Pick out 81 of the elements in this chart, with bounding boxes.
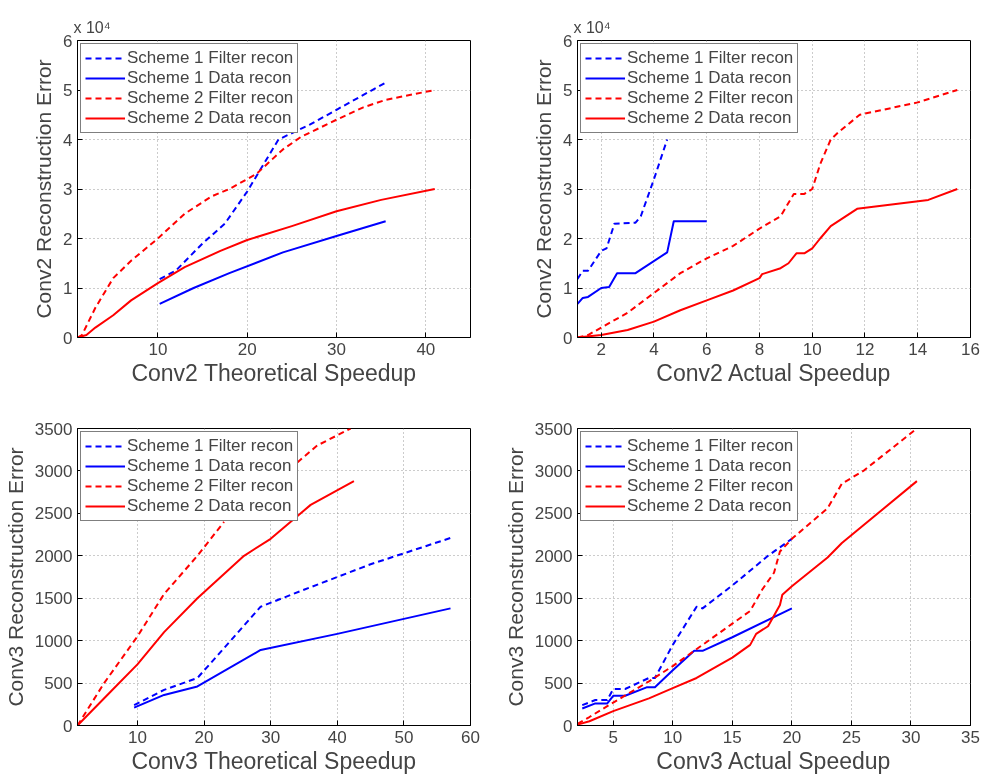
x-tick-label: 4 — [649, 339, 659, 359]
legend-label: Scheme 1 Data recon — [127, 68, 292, 88]
x-tick-label: 10 — [663, 727, 683, 747]
y-tick-label: 1500 — [34, 589, 73, 609]
y-tick-label: 2000 — [534, 546, 573, 566]
y-tick-label: 2500 — [534, 504, 573, 524]
y-tick-label: 500 — [44, 674, 73, 694]
y-tick-label: 0 — [563, 716, 573, 736]
x-tick-label: 25 — [841, 727, 861, 747]
x-tick-label: 10 — [148, 339, 168, 359]
y-tick-label: 2000 — [34, 546, 73, 566]
x-tick-label: 40 — [327, 727, 347, 747]
y-tick-label: 0 — [563, 328, 573, 348]
x-tick-label: 6 — [702, 339, 712, 359]
legend-label: Scheme 1 Filter recon — [627, 48, 794, 68]
x-tick-label: 5 — [608, 727, 618, 747]
legend-label: Scheme 2 Filter recon — [627, 88, 794, 108]
x-tick-label: 8 — [754, 339, 765, 359]
y-tick-label: 1000 — [534, 631, 573, 651]
legend-label: Scheme 2 Data recon — [127, 496, 292, 516]
x-tick-label: 30 — [261, 727, 281, 747]
y-tick-label: 4 — [63, 130, 73, 150]
y-tick-label: 4 — [563, 130, 573, 150]
y-tick-label: 3000 — [34, 461, 73, 481]
y-tick-label: 2 — [63, 229, 73, 249]
y-tick-label: 1500 — [534, 589, 573, 609]
legend-label: Scheme 2 Data recon — [127, 108, 292, 128]
x-tick-label: 20 — [194, 727, 214, 747]
y-axis-title: Conv2 Reconstruction Error — [532, 59, 556, 319]
x-axis-title: Conv2 Actual Speedup — [656, 359, 891, 386]
x-tick-label: 2 — [596, 339, 606, 359]
legend-label: Scheme 1 Data recon — [627, 68, 792, 88]
text: x 10⁴ — [73, 18, 111, 36]
legend-label: Scheme 1 Filter recon — [127, 48, 294, 68]
y-tick-label: 3 — [63, 180, 73, 199]
legend-label: Scheme 2 Data recon — [627, 108, 792, 128]
y-tick-label: 3500 — [534, 419, 573, 439]
x-tick-label: 30 — [327, 339, 346, 359]
y-tick-label: 1000 — [34, 631, 73, 651]
y-tick-label: 3 — [563, 180, 573, 199]
x-tick-label: 10 — [802, 339, 822, 359]
legend-label: Scheme 1 Filter recon — [627, 436, 794, 456]
legend-label: Scheme 2 Filter recon — [127, 476, 294, 496]
y-tick-label: 5 — [63, 81, 73, 100]
legend-label: Scheme 2 Data recon — [627, 496, 792, 516]
x-tick-label: 12 — [855, 339, 875, 359]
y-tick-label: 500 — [544, 674, 573, 694]
x-tick-label: 50 — [394, 727, 414, 747]
x-tick-label: 30 — [901, 727, 921, 747]
x-axis-title: Conv3 Actual Speedup — [656, 747, 891, 774]
y-tick-label: 0 — [63, 716, 73, 736]
y-axis-title: Conv2 Reconstruction Error — [32, 59, 56, 319]
y-tick-label: 3000 — [534, 461, 573, 481]
x-tick-label: 15 — [722, 727, 742, 747]
y-tick-label: 2 — [563, 229, 573, 249]
x-axis-title: Conv3 Theoretical Speedup — [131, 747, 417, 774]
legend-label: Scheme 1 Data recon — [627, 456, 792, 476]
y-tick-label: 6 — [63, 31, 73, 51]
y-tick-label: 5 — [563, 81, 573, 100]
text: x 10⁴ — [573, 18, 611, 36]
x-tick-label: 60 — [461, 727, 480, 747]
x-tick-label: 14 — [908, 339, 928, 359]
y-tick-label: 3500 — [34, 419, 73, 439]
legend-label: Scheme 2 Filter recon — [127, 88, 294, 108]
x-tick-label: 40 — [416, 339, 436, 359]
x-tick-label: 16 — [961, 339, 980, 359]
x-tick-label: 20 — [782, 727, 802, 747]
x-axis-title: Conv2 Theoretical Speedup — [131, 359, 417, 386]
y-axis-title: Conv3 Reconstruction Error — [503, 447, 527, 707]
y-tick-label: 0 — [63, 328, 73, 348]
x-tick-label: 20 — [237, 339, 257, 359]
y-tick-label: 1 — [563, 279, 573, 298]
y-tick-label: 1 — [63, 279, 73, 298]
x-tick-label: 10 — [127, 727, 147, 747]
legend-label: Scheme 1 Filter recon — [127, 436, 294, 456]
legend-label: Scheme 1 Data recon — [127, 456, 292, 476]
y-tick-label: 2500 — [34, 504, 73, 524]
x-tick-label: 35 — [961, 727, 980, 747]
y-tick-label: 6 — [563, 31, 573, 51]
y-axis-title: Conv3 Reconstruction Error — [3, 447, 27, 707]
legend-label: Scheme 2 Filter recon — [627, 476, 794, 496]
